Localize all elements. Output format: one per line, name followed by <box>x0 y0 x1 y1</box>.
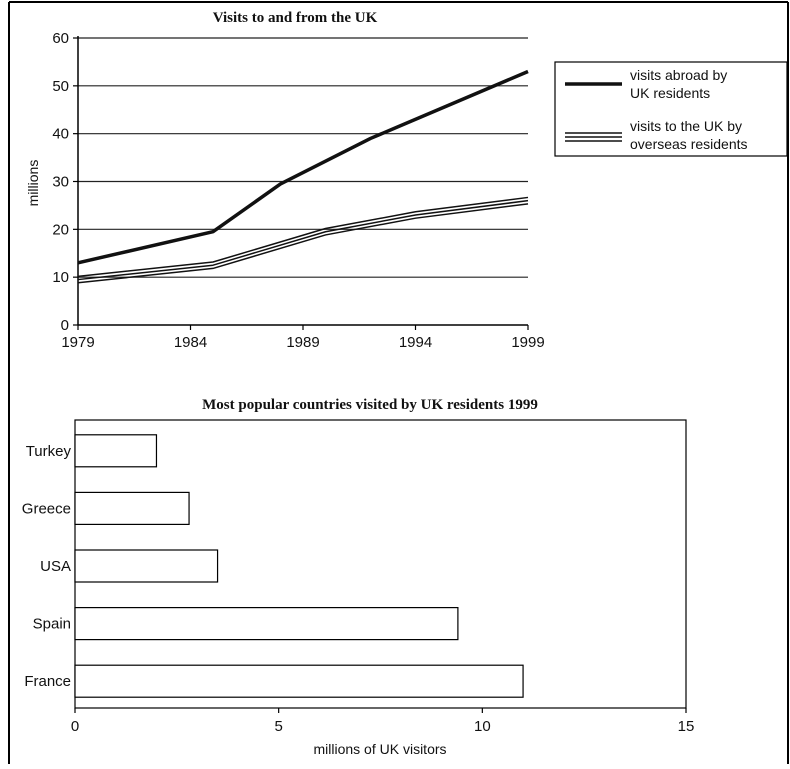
bar-chart-bars <box>74 434 524 698</box>
x-tick-label-1984: 1984 <box>174 334 207 351</box>
bar-france <box>74 664 524 698</box>
legend-label-visits-abroad-line2: UK residents <box>630 85 710 101</box>
series-line-visits-to-uk-stroke-2 <box>77 199 529 281</box>
bar-x-tick-label-15: 15 <box>678 718 695 735</box>
line-chart-y-ticks: 0 10 20 30 40 50 60 <box>52 30 78 334</box>
line-chart: Visits to and from the UK millions 0 10 20… <box>25 10 788 351</box>
bar-x-tick-label-0: 0 <box>71 718 79 735</box>
bar-x-tick-label-5: 5 <box>274 718 282 735</box>
y-tick-label-0: 0 <box>61 317 69 334</box>
bar-x-tick-label-10: 10 <box>474 718 491 735</box>
legend-label-visits-to-uk-line2: overseas residents <box>630 136 748 152</box>
bar-spain <box>74 606 459 641</box>
line-chart-x-ticks: 1979 1984 1989 1994 1999 <box>61 325 545 351</box>
bar-chart-x-axis-label: millions of UK visitors <box>313 741 446 757</box>
y-tick-label-40: 40 <box>52 126 69 143</box>
y-tick-label-20: 20 <box>52 221 69 238</box>
bar-usa <box>74 549 219 583</box>
legend-swatch-visits-to-uk <box>565 132 622 142</box>
bar-greece <box>74 491 190 525</box>
y-tick-label-50: 50 <box>52 78 69 95</box>
y-tick-label-60: 60 <box>52 30 69 47</box>
y-tick-label-10: 10 <box>52 269 69 286</box>
bar-chart: Most popular countries visited by UK res… <box>22 397 695 757</box>
category-label-greece: Greece <box>22 500 71 517</box>
line-chart-title: Visits to and from the UK <box>213 10 378 26</box>
x-tick-label-1979: 1979 <box>61 334 94 351</box>
bar-chart-x-ticks: 0 5 10 15 <box>71 708 695 735</box>
legend-label-visits-to-uk-line1: visits to the UK by <box>630 118 742 134</box>
category-label-france: France <box>24 673 71 690</box>
category-label-spain: Spain <box>33 616 71 633</box>
line-chart-gridlines <box>77 36 528 326</box>
y-tick-label-30: 30 <box>52 174 69 191</box>
x-tick-label-1989: 1989 <box>286 334 319 351</box>
line-chart-y-axis-label: millions <box>25 160 41 207</box>
category-label-turkey: Turkey <box>26 443 72 460</box>
x-tick-label-1994: 1994 <box>399 334 432 351</box>
series-line-visits-to-uk-stroke-1 <box>77 196 529 278</box>
line-chart-legend: visits abroad by UK residents visits to … <box>554 61 788 157</box>
bar-chart-category-labels: Turkey Greece USA Spain France <box>22 443 72 690</box>
bar-turkey <box>74 434 158 468</box>
line-chart-series <box>77 69 529 284</box>
legend-label-visits-abroad-line1: visits abroad by <box>630 67 727 83</box>
series-line-visits-abroad <box>77 69 529 265</box>
category-label-usa: USA <box>40 558 71 575</box>
bar-chart-title: Most popular countries visited by UK res… <box>202 397 538 413</box>
series-line-visits-to-uk-stroke-3 <box>77 203 529 284</box>
x-tick-label-1999: 1999 <box>511 334 544 351</box>
